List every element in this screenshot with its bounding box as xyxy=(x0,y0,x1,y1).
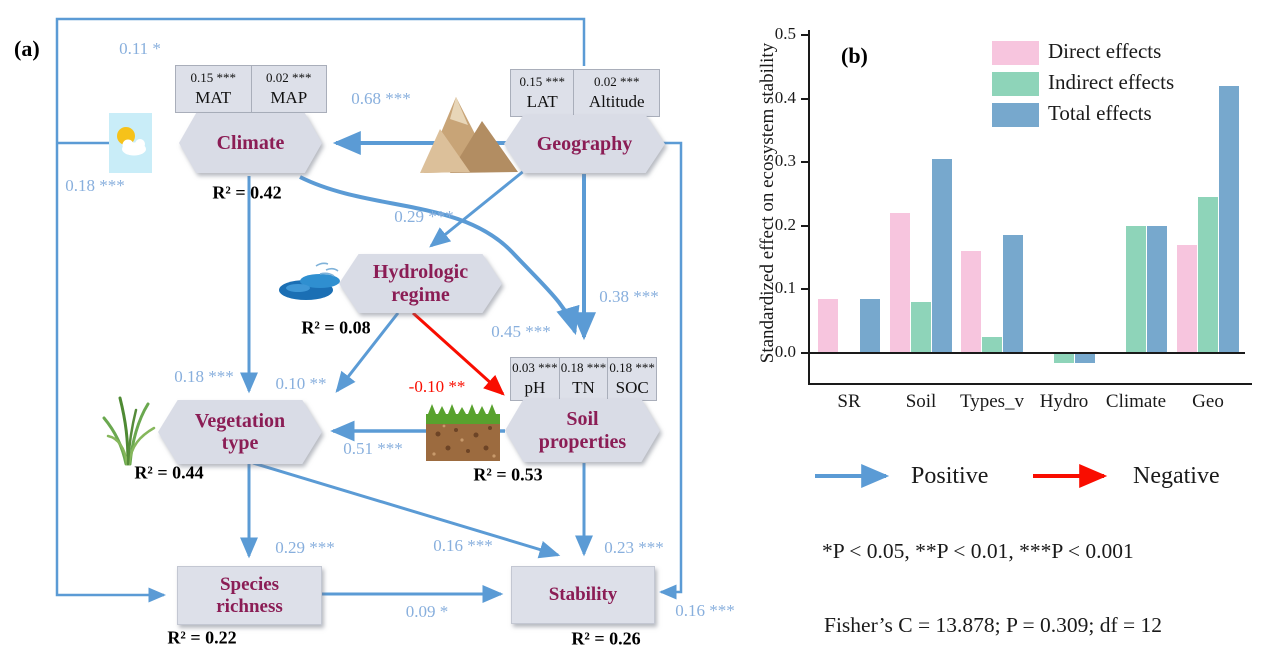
coef-hydro-to-vegetation: 0.10 ** xyxy=(275,374,327,393)
x-tick-label-geo: Geo xyxy=(1192,391,1224,412)
mountain-icon xyxy=(420,93,522,175)
bar-total-Climate xyxy=(1147,225,1167,353)
bar-total-Hydro xyxy=(1075,353,1095,363)
coef-soil-to-vegetation: 0.51 *** xyxy=(343,439,403,458)
coef-species-to-stability: 0.09 * xyxy=(405,602,449,621)
r2-stability: R² = 0.26 xyxy=(571,628,641,649)
legend-swatch-total xyxy=(992,103,1039,127)
indicator-tn: 0.18 *** TN xyxy=(559,357,609,401)
path-hydrologic-to-soil-negative xyxy=(411,311,505,396)
node-geography: Geography xyxy=(504,115,665,173)
legend-label-direct: Direct effects xyxy=(1048,39,1162,63)
y-tick-label: 0.1 xyxy=(774,278,796,298)
x-tick-label-soil: Soil xyxy=(905,391,937,412)
y-tick-mark xyxy=(801,224,808,227)
coef-vegetation-to-stability: 0.16 *** xyxy=(433,536,493,555)
coef-geo-to-species: 0.11 * xyxy=(119,39,161,58)
r2-species-richness: R² = 0.22 xyxy=(167,627,237,648)
sem-path-arrows xyxy=(55,17,683,603)
path-geography-to-hydrologic xyxy=(429,168,526,248)
coef-vegetation-to-species: 0.29 *** xyxy=(275,538,335,557)
zero-baseline xyxy=(810,352,1245,354)
bar-total-SR xyxy=(860,298,880,353)
path-geography-to-species-richness xyxy=(55,17,586,603)
legend-swatch-indirect xyxy=(992,72,1039,96)
bar-direct-Types_v xyxy=(961,251,981,353)
node-stability: Stability xyxy=(511,566,655,624)
weather-icon xyxy=(109,113,152,173)
path-hydrologic-to-vegetation xyxy=(335,312,400,393)
y-tick-label: 0.4 xyxy=(774,87,796,107)
x-tick-label-hydro: Hydro xyxy=(1039,391,1089,412)
path-climate-to-soil xyxy=(299,175,580,336)
y-tick-label: 0.3 xyxy=(774,151,796,171)
path-vegetation-to-stability xyxy=(252,461,561,559)
node-hydrologic-regime: Hydrologic regime xyxy=(339,254,502,313)
legend-label-total: Total effects xyxy=(1048,101,1152,125)
grass-icon xyxy=(96,392,160,466)
panel-a-label: (a) xyxy=(14,36,40,61)
bar-direct-SR xyxy=(818,298,838,353)
coef-soil-to-stability: 0.23 *** xyxy=(604,538,664,557)
coef-climate-to-species: 0.18 *** xyxy=(65,176,125,195)
legend-swatch-direct xyxy=(992,41,1039,65)
bar-indirect-Hydro xyxy=(1054,353,1074,363)
soil-icon xyxy=(426,404,500,461)
positive-arrow-icon xyxy=(815,464,890,488)
coef-hydro-to-soil-negative: -0.10 ** xyxy=(408,377,466,396)
x-tick-label-climate: Climate xyxy=(1105,391,1167,412)
y-tick-mark xyxy=(801,34,808,36)
y-tick-mark xyxy=(801,352,808,354)
positive-arrow-label: Positive xyxy=(911,463,989,489)
model-fit-note: Fisher’s C = 13.878; P = 0.309; df = 12 xyxy=(824,613,1162,637)
r2-vegetation: R² = 0.44 xyxy=(134,462,204,483)
x-tick-label-sr: SR xyxy=(837,391,861,412)
y-axis-spine xyxy=(808,30,810,385)
bar-total-Geo xyxy=(1219,85,1239,353)
indicator-altitude: 0.02 *** Altitude xyxy=(574,69,660,117)
negative-arrow-icon xyxy=(1033,464,1108,488)
bar-total-Types_v xyxy=(1003,235,1023,353)
y-tick-label: 0.0 xyxy=(774,342,796,361)
x-axis-spine xyxy=(808,383,1252,385)
coef-climate-to-vegetation: 0.18 *** xyxy=(174,367,234,386)
bar-direct-Soil xyxy=(890,213,910,353)
coef-geo-to-climate: 0.68 *** xyxy=(351,89,411,108)
geography-indicator-box: 0.15 *** LAT 0.02 *** Altitude xyxy=(510,69,660,117)
indicator-mat: 0.15 *** MAT xyxy=(175,65,252,113)
coef-climate-to-soil: 0.45 *** xyxy=(491,322,551,341)
legend-label-indirect: Indirect effects xyxy=(1048,70,1175,94)
bar-indirect-Soil xyxy=(911,302,931,353)
y-tick-mark xyxy=(801,288,808,291)
climate-indicator-box: 0.15 *** MAT 0.02 *** MAP xyxy=(175,65,327,113)
node-soil-properties: Soil properties xyxy=(505,399,660,462)
coef-geo-to-soil: 0.38 *** xyxy=(599,287,659,306)
significance-note: *P < 0.05, **P < 0.01, ***P < 0.001 xyxy=(822,539,1134,563)
x-tick-label-types_v: Types_v xyxy=(959,391,1025,412)
negative-arrow-label: Negative xyxy=(1133,463,1220,489)
panel-b-label: (b) xyxy=(841,43,868,68)
bar-indirect-Geo xyxy=(1198,197,1218,353)
indicator-map: 0.02 *** MAP xyxy=(251,65,327,113)
y-tick-mark xyxy=(801,97,808,100)
r2-hydrologic: R² = 0.08 xyxy=(301,317,371,338)
bar-indirect-Types_v xyxy=(982,337,1002,353)
node-climate: Climate xyxy=(179,113,322,173)
r2-climate: R² = 0.42 xyxy=(212,182,282,203)
node-species-richness: Species richness xyxy=(177,566,322,625)
bar-total-Soil xyxy=(932,159,952,353)
water-icon xyxy=(276,258,346,304)
bar-indirect-Climate xyxy=(1126,225,1146,353)
r2-soil: R² = 0.53 xyxy=(473,464,543,485)
y-tick-label: 0.2 xyxy=(774,214,796,234)
coef-geo-to-hydro: 0.29 *** xyxy=(394,207,454,226)
path-geography-to-stability xyxy=(658,141,683,600)
bar-direct-Geo xyxy=(1177,244,1197,353)
coef-geo-to-stability: 0.16 *** xyxy=(675,601,735,620)
node-vegetation-type: Vegetation type xyxy=(158,400,322,464)
y-tick-mark xyxy=(801,161,808,164)
y-tick-label: 0.5 xyxy=(774,24,796,43)
